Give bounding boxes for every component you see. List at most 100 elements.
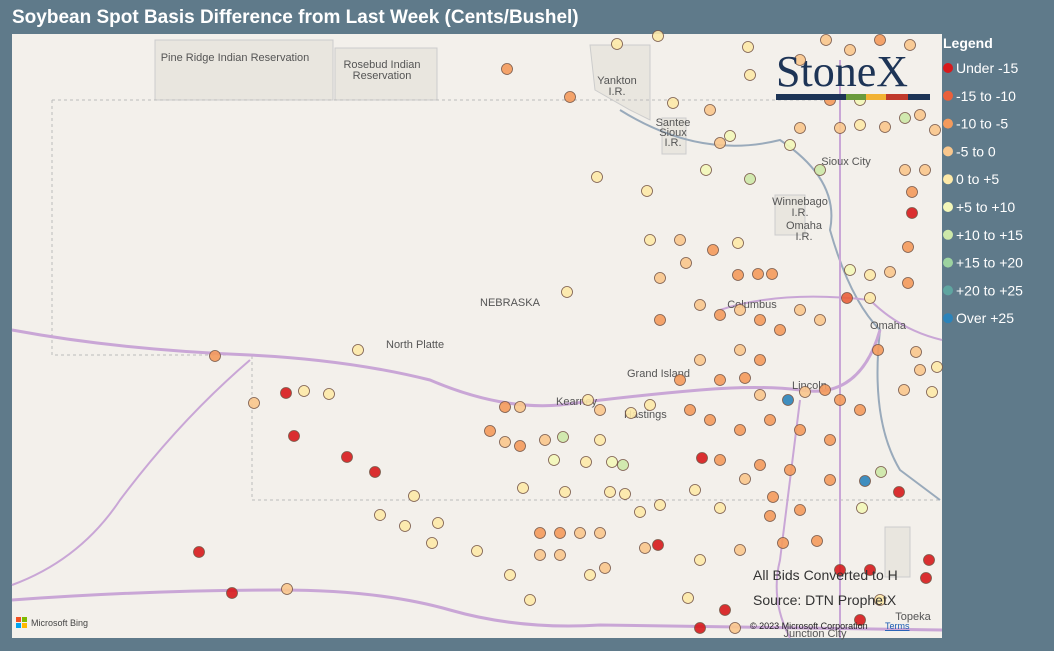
- place-label: I.R.: [791, 207, 808, 219]
- price-dot: [707, 244, 719, 256]
- price-dot: [754, 459, 766, 471]
- price-dot: [644, 234, 656, 246]
- place-label: Santee: [656, 117, 691, 129]
- price-dot: [594, 434, 606, 446]
- place-label: I.R.: [608, 86, 625, 98]
- place-label: North Platte: [386, 339, 444, 351]
- price-dot: [919, 164, 931, 176]
- terms-link[interactable]: Terms: [885, 621, 910, 631]
- price-dot: [580, 456, 592, 468]
- price-dot: [824, 474, 836, 486]
- price-dot: [611, 38, 623, 50]
- legend-label: +5 to +10: [956, 199, 1015, 215]
- price-dot: [674, 234, 686, 246]
- price-dot: [559, 486, 571, 498]
- price-dot: [819, 384, 831, 396]
- price-dot: [926, 386, 938, 398]
- price-dot: [652, 30, 664, 42]
- place-label: Junction City: [784, 628, 847, 640]
- bing-attribution: Microsoft Bing: [16, 617, 88, 628]
- price-dot: [399, 520, 411, 532]
- legend-swatch: [943, 63, 953, 73]
- title: Soybean Spot Basis Difference from Last …: [12, 7, 579, 28]
- price-dot: [534, 549, 546, 561]
- place-label: Omaha: [870, 320, 907, 332]
- legend-swatch: [943, 174, 953, 185]
- price-dot: [504, 569, 516, 581]
- price-dot: [591, 171, 603, 183]
- price-dot: [484, 425, 496, 437]
- price-dot: [714, 454, 726, 466]
- price-dot: [280, 387, 292, 399]
- price-dot: [634, 506, 646, 518]
- price-dot: [799, 386, 811, 398]
- price-dot: [914, 109, 926, 121]
- price-dot: [784, 464, 796, 476]
- price-dot: [811, 535, 823, 547]
- price-dot: [929, 124, 941, 136]
- price-dot: [923, 554, 935, 566]
- note: All Bids Converted to H: [753, 567, 898, 583]
- price-dot: [471, 545, 483, 557]
- price-dot: [674, 374, 686, 386]
- price-dot: [872, 344, 884, 356]
- price-dot: [906, 207, 918, 219]
- price-dot: [582, 394, 594, 406]
- price-dot: [514, 440, 526, 452]
- price-dot: [369, 466, 381, 478]
- price-dot: [920, 572, 932, 584]
- price-dot: [524, 594, 536, 606]
- place-label: Grand Island: [627, 368, 690, 380]
- price-dot: [844, 264, 856, 276]
- price-dot: [893, 486, 905, 498]
- legend-swatch: [943, 90, 953, 101]
- price-dot: [854, 614, 866, 626]
- price-dot: [864, 564, 876, 576]
- price-dot: [739, 473, 751, 485]
- price-dot: [844, 44, 856, 56]
- price-dot: [193, 546, 205, 558]
- price-dot: [557, 431, 569, 443]
- price-dot: [834, 564, 846, 576]
- price-dot: [729, 622, 741, 634]
- price-dot: [426, 537, 438, 549]
- price-dot: [902, 241, 914, 253]
- map-background: [12, 34, 942, 638]
- legend-label: +15 to +20: [956, 255, 1023, 271]
- price-dot: [374, 509, 386, 521]
- price-dot: [281, 583, 293, 595]
- price-dot: [814, 314, 826, 326]
- price-dot: [874, 34, 886, 46]
- price-dot: [654, 272, 666, 284]
- price-dot: [619, 488, 631, 500]
- price-dot: [554, 527, 566, 539]
- price-dot: [548, 454, 560, 466]
- price-dot: [714, 309, 726, 321]
- price-dot: [754, 389, 766, 401]
- price-dot: [288, 430, 300, 442]
- legend-swatch: [943, 229, 953, 240]
- price-dot: [298, 385, 310, 397]
- price-dot: [875, 466, 887, 478]
- price-dot: [824, 434, 836, 446]
- place-label: Pine Ridge Indian Reservation: [161, 52, 310, 64]
- place-label: Topeka: [895, 611, 931, 623]
- price-dot: [794, 424, 806, 436]
- price-dot: [584, 569, 596, 581]
- price-dot: [899, 164, 911, 176]
- price-dot: [784, 139, 796, 151]
- price-dot: [226, 587, 238, 599]
- legend-label: -5 to 0: [956, 143, 996, 159]
- price-dot: [352, 344, 364, 356]
- price-dot: [696, 452, 708, 464]
- price-dot: [682, 592, 694, 604]
- price-dot: [834, 122, 846, 134]
- price-dot: [501, 63, 513, 75]
- price-dot: [694, 299, 706, 311]
- price-dot: [667, 97, 679, 109]
- price-dot: [914, 364, 926, 376]
- price-dot: [814, 164, 826, 176]
- place-label: I.R.: [664, 137, 681, 149]
- price-dot: [704, 104, 716, 116]
